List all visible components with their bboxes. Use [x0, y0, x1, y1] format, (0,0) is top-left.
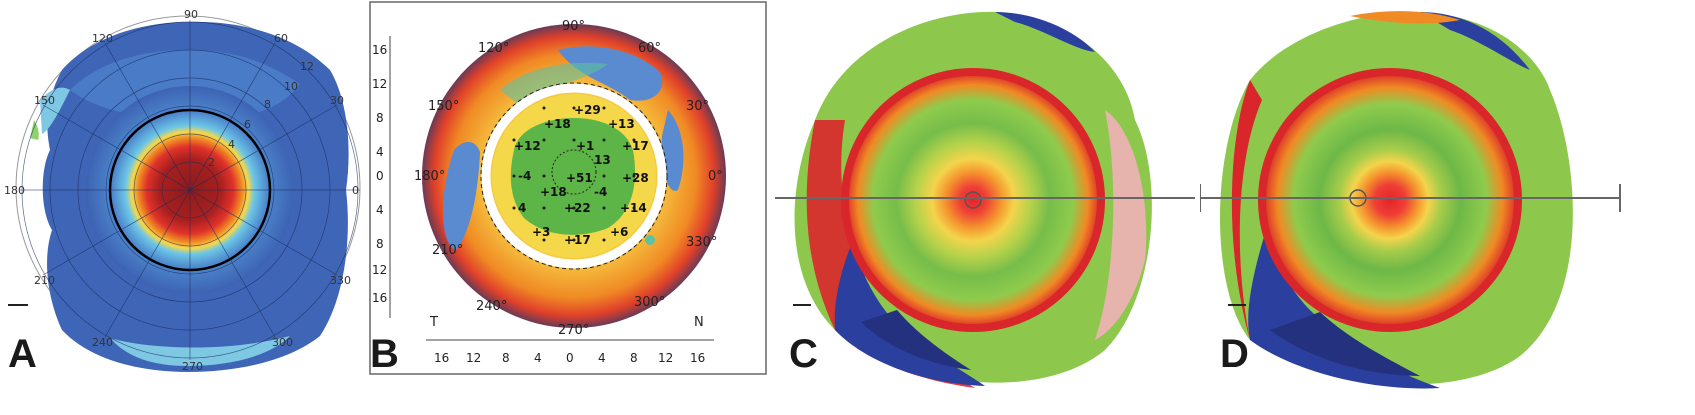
elevation-value: +13	[608, 117, 635, 131]
angle-label-210: 210	[34, 274, 55, 287]
angle-label-150: 150°	[428, 99, 459, 114]
angle-label-120: 120°	[478, 41, 509, 56]
angle-label-60: 60°	[638, 41, 661, 56]
panel-c: C	[775, 0, 1195, 415]
angle-label-270: 270	[182, 360, 203, 373]
panel-b: +29 +18 +13 +12 +1 +17 13 -4 +51 -4 +28 …	[368, 0, 768, 415]
central-topography	[1262, 72, 1518, 328]
measurement-points	[512, 106, 636, 242]
ring-label-12: 12	[300, 60, 314, 73]
left-tick: 8	[376, 237, 384, 251]
angle-label-90: 90	[184, 8, 198, 21]
elevation-value: +29	[574, 103, 601, 117]
bottom-tick: 8	[630, 351, 638, 365]
left-tick: 4	[376, 203, 384, 217]
elevation-value: +28	[622, 171, 649, 185]
bottom-tick: 8	[502, 351, 510, 365]
angle-label-0: 0°	[708, 169, 723, 184]
center-marker	[964, 191, 982, 209]
left-tick: 12	[372, 263, 387, 277]
panel-a: 90 120 60 150 30 180 0 210 330 240 300 2…	[0, 0, 370, 415]
panel-a-topography-map: 90 120 60 150 30 180 0 210 330 240 300 2…	[4, 8, 361, 373]
angle-label-330: 330	[330, 274, 351, 287]
panel-b-elevation-map: +29 +18 +13 +12 +1 +17 13 -4 +51 -4 +28 …	[369, 1, 767, 375]
bottom-tick: 4	[534, 351, 542, 365]
panel-d-tangential-map	[1200, 11, 1621, 389]
angle-label-330: 330°	[686, 235, 717, 250]
bottom-tick: 16	[690, 351, 705, 365]
angle-label-150: 150	[34, 94, 55, 107]
left-axis: 16 12 8 4 0 4 8 12 16	[372, 36, 391, 318]
white-ring	[481, 83, 667, 269]
ring-label-10: 10	[284, 80, 298, 93]
panel-letter-c: C	[789, 332, 818, 376]
polar-grid	[20, 20, 360, 360]
angle-label-240: 240°	[476, 299, 507, 314]
elevation-value: +22	[564, 201, 591, 215]
elevation-value: +3	[532, 225, 550, 239]
bottom-tick: 12	[466, 351, 481, 365]
elevation-value: +6	[610, 225, 628, 239]
ring-label-8: 8	[264, 98, 271, 111]
temporal-label: T	[429, 315, 438, 330]
central-topography	[845, 72, 1101, 328]
left-tick: 4	[376, 145, 384, 159]
ring-label-6: 6	[244, 118, 251, 131]
bottom-tick: 12	[658, 351, 673, 365]
green-central-region	[510, 118, 635, 235]
elevation-value: +51	[566, 171, 593, 185]
angle-label-270: 270°	[558, 323, 589, 338]
angle-label-180: 180°	[414, 169, 445, 184]
left-tick: 8	[376, 111, 384, 125]
blue-inferior-region	[1248, 230, 1440, 389]
left-tick: 16	[372, 43, 387, 57]
elevation-value: -4	[518, 169, 531, 183]
angle-label-240: 240	[92, 336, 113, 349]
angle-label-180: 180	[4, 184, 25, 197]
panel-d: D	[1200, 0, 1695, 415]
elevation-value: +18	[540, 185, 567, 199]
angle-label-90: 90°	[562, 19, 585, 34]
left-tick: 0	[376, 169, 384, 183]
elevation-value: +17	[564, 233, 591, 247]
blue-inferior-region	[834, 240, 985, 386]
elevation-value: +1	[576, 139, 594, 153]
angle-label-30: 30°	[686, 99, 709, 114]
left-tick: 16	[372, 291, 387, 305]
left-tick: 12	[372, 77, 387, 91]
angle-label-30: 30	[330, 94, 344, 107]
blue-elevation-region-left	[442, 141, 480, 250]
panel-letter-a: A	[8, 332, 37, 376]
angle-label-300: 300°	[634, 295, 665, 310]
bottom-tick: 16	[434, 351, 449, 365]
ring-label-2: 2	[208, 156, 215, 169]
angle-label-300: 300	[272, 336, 293, 349]
elevation-value: 4	[518, 201, 526, 215]
elevation-value: +17	[622, 139, 649, 153]
elevation-value: +12	[514, 139, 541, 153]
panel-c-tangential-map	[775, 11, 1195, 388]
angle-label-0: 0	[352, 184, 359, 197]
elevation-value: +18	[544, 117, 571, 131]
panel-letter-b: B	[370, 332, 399, 376]
angle-label-60: 60	[274, 32, 288, 45]
bottom-tick: 0	[566, 351, 574, 365]
bottom-tick: 4	[598, 351, 606, 365]
blue-elevation-region-top	[558, 46, 663, 101]
elevation-value: -4	[594, 185, 607, 199]
angle-label-210: 210°	[432, 243, 463, 258]
panel-letter-d: D	[1220, 332, 1249, 376]
angle-label-120: 120	[92, 32, 113, 45]
elevation-value: 13	[594, 153, 611, 167]
ring-label-4: 4	[228, 138, 235, 151]
nasal-label: N	[694, 315, 704, 330]
bottom-axis: 16 12 8 4 0 4 8 12 16	[426, 339, 714, 365]
elevation-value: +14	[620, 201, 647, 215]
